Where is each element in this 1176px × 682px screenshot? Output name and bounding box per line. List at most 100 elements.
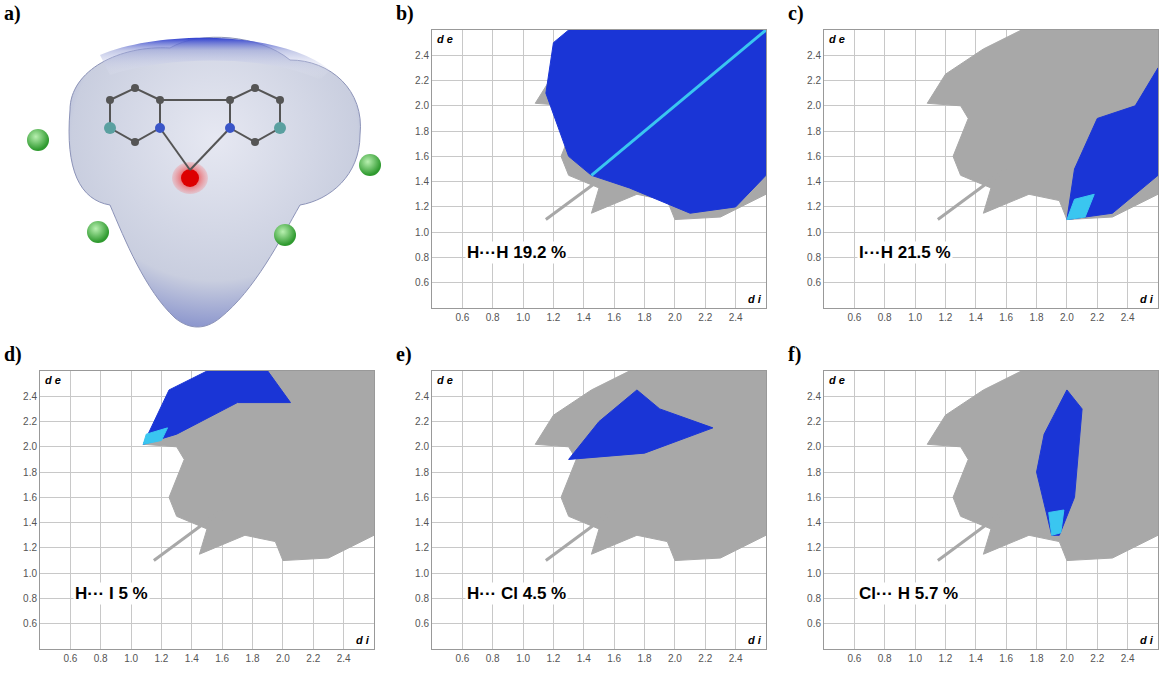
svg-text:0.8: 0.8 xyxy=(807,252,821,263)
svg-text:0.8: 0.8 xyxy=(878,312,892,323)
svg-text:2.0: 2.0 xyxy=(1060,653,1074,664)
svg-text:1.0: 1.0 xyxy=(908,653,922,664)
svg-text:0.8: 0.8 xyxy=(486,312,500,323)
svg-text:0.6: 0.6 xyxy=(807,277,821,288)
svg-text:2.4: 2.4 xyxy=(729,312,743,323)
svg-text:0.6: 0.6 xyxy=(415,277,429,288)
svg-text:1.8: 1.8 xyxy=(246,653,260,664)
svg-text:2.2: 2.2 xyxy=(1090,653,1104,664)
svg-text:1.0: 1.0 xyxy=(415,568,429,579)
svg-text:0.6: 0.6 xyxy=(63,653,77,664)
svg-text:1.2: 1.2 xyxy=(546,312,560,323)
svg-text:0.8: 0.8 xyxy=(807,593,821,604)
svg-text:1.6: 1.6 xyxy=(23,492,37,503)
svg-text:1.6: 1.6 xyxy=(607,653,621,664)
svg-text:1.6: 1.6 xyxy=(999,653,1013,664)
svg-text:1.8: 1.8 xyxy=(415,126,429,137)
svg-text:2.0: 2.0 xyxy=(276,653,290,664)
svg-text:1.6: 1.6 xyxy=(999,312,1013,323)
svg-text:1.8: 1.8 xyxy=(638,653,652,664)
svg-text:1.2: 1.2 xyxy=(23,542,37,553)
svg-text:1.4: 1.4 xyxy=(807,176,821,187)
svg-text:1.6: 1.6 xyxy=(415,151,429,162)
svg-text:1.8: 1.8 xyxy=(807,467,821,478)
svg-text:Cl··· H 5.7 %: Cl··· H 5.7 % xyxy=(859,584,958,603)
svg-text:1.2: 1.2 xyxy=(415,542,429,553)
svg-text:0.6: 0.6 xyxy=(847,653,861,664)
svg-text:2.0: 2.0 xyxy=(1060,312,1074,323)
svg-text:d i: d i xyxy=(1140,634,1154,646)
svg-text:0.6: 0.6 xyxy=(415,618,429,629)
svg-text:1.4: 1.4 xyxy=(577,312,591,323)
svg-text:1.6: 1.6 xyxy=(807,151,821,162)
svg-text:1.0: 1.0 xyxy=(516,653,530,664)
svg-text:2.0: 2.0 xyxy=(807,441,821,452)
svg-text:2.2: 2.2 xyxy=(807,75,821,86)
svg-text:2.2: 2.2 xyxy=(807,416,821,427)
svg-text:2.4: 2.4 xyxy=(807,50,821,61)
svg-text:2.4: 2.4 xyxy=(1121,312,1135,323)
svg-text:0.6: 0.6 xyxy=(455,312,469,323)
svg-text:1.4: 1.4 xyxy=(969,312,983,323)
svg-text:1.6: 1.6 xyxy=(807,492,821,503)
svg-text:1.8: 1.8 xyxy=(807,126,821,137)
svg-text:0.8: 0.8 xyxy=(878,653,892,664)
svg-text:1.6: 1.6 xyxy=(215,653,229,664)
svg-text:1.4: 1.4 xyxy=(577,653,591,664)
svg-text:1.2: 1.2 xyxy=(938,653,952,664)
svg-text:1.6: 1.6 xyxy=(415,492,429,503)
svg-text:d e: d e xyxy=(437,374,453,386)
svg-text:2.2: 2.2 xyxy=(1090,312,1104,323)
svg-text:d i: d i xyxy=(1140,293,1154,305)
svg-text:I···H 21.5 %: I···H 21.5 % xyxy=(859,243,951,262)
svg-text:1.8: 1.8 xyxy=(415,467,429,478)
svg-text:0.6: 0.6 xyxy=(455,653,469,664)
svg-text:1.8: 1.8 xyxy=(1030,312,1044,323)
svg-text:1.0: 1.0 xyxy=(23,568,37,579)
svg-text:2.2: 2.2 xyxy=(698,653,712,664)
svg-text:2.2: 2.2 xyxy=(415,416,429,427)
svg-text:1.0: 1.0 xyxy=(124,653,138,664)
svg-text:H··· Cl 4.5 %: H··· Cl 4.5 % xyxy=(467,584,566,603)
svg-text:2.0: 2.0 xyxy=(668,653,682,664)
svg-text:2.2: 2.2 xyxy=(23,416,37,427)
svg-text:0.6: 0.6 xyxy=(807,618,821,629)
svg-text:2.4: 2.4 xyxy=(729,653,743,664)
svg-text:1.4: 1.4 xyxy=(969,653,983,664)
svg-text:2.0: 2.0 xyxy=(415,100,429,111)
svg-text:1.4: 1.4 xyxy=(807,517,821,528)
svg-text:1.2: 1.2 xyxy=(807,542,821,553)
svg-text:0.6: 0.6 xyxy=(847,312,861,323)
svg-text:2.4: 2.4 xyxy=(415,391,429,402)
svg-text:2.4: 2.4 xyxy=(807,391,821,402)
svg-text:1.8: 1.8 xyxy=(1030,653,1044,664)
svg-text:1.2: 1.2 xyxy=(546,653,560,664)
svg-text:d e: d e xyxy=(829,33,845,45)
svg-text:0.8: 0.8 xyxy=(415,593,429,604)
svg-text:1.2: 1.2 xyxy=(938,312,952,323)
svg-text:2.4: 2.4 xyxy=(1121,653,1135,664)
svg-text:2.4: 2.4 xyxy=(23,391,37,402)
svg-text:2.0: 2.0 xyxy=(23,441,37,452)
svg-text:d i: d i xyxy=(748,293,762,305)
svg-text:2.2: 2.2 xyxy=(698,312,712,323)
svg-text:0.6: 0.6 xyxy=(23,618,37,629)
svg-text:1.4: 1.4 xyxy=(23,517,37,528)
svg-text:0.8: 0.8 xyxy=(486,653,500,664)
svg-text:0.8: 0.8 xyxy=(23,593,37,604)
svg-text:1.0: 1.0 xyxy=(516,312,530,323)
svg-text:1.8: 1.8 xyxy=(23,467,37,478)
svg-text:1.4: 1.4 xyxy=(185,653,199,664)
svg-text:2.0: 2.0 xyxy=(807,100,821,111)
svg-text:1.2: 1.2 xyxy=(807,201,821,212)
svg-text:H··· I 5 %: H··· I 5 % xyxy=(75,584,148,603)
svg-text:2.0: 2.0 xyxy=(668,312,682,323)
svg-text:1.6: 1.6 xyxy=(607,312,621,323)
svg-text:1.8: 1.8 xyxy=(638,312,652,323)
svg-text:H···H 19.2 %: H···H 19.2 % xyxy=(467,243,566,262)
svg-text:d e: d e xyxy=(829,374,845,386)
svg-text:2.0: 2.0 xyxy=(415,441,429,452)
svg-text:1.0: 1.0 xyxy=(807,227,821,238)
svg-text:1.0: 1.0 xyxy=(807,568,821,579)
svg-text:2.2: 2.2 xyxy=(306,653,320,664)
